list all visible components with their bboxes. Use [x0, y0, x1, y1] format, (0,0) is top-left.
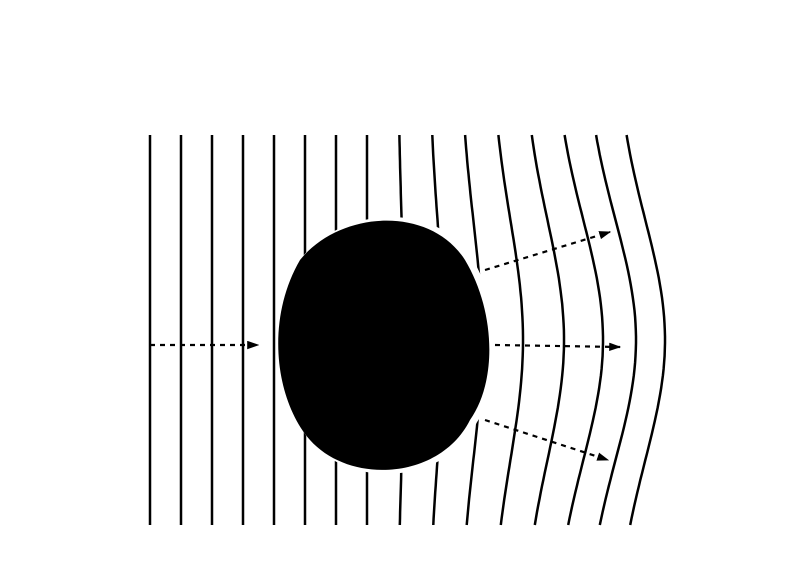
obstacle-body: [278, 221, 489, 470]
wavefront-diagram: [0, 0, 800, 582]
